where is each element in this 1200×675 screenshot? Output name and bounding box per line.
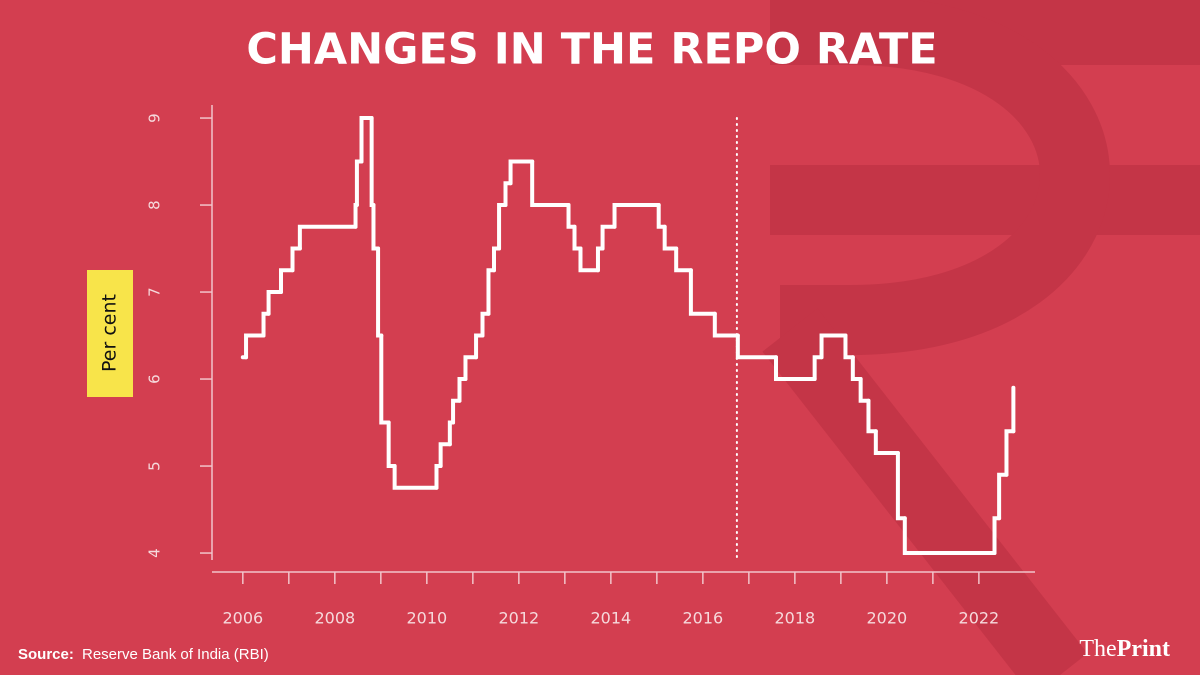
x-tick-label: 2008 <box>314 609 355 628</box>
line-step <box>895 450 907 521</box>
line-step <box>353 203 359 229</box>
x-tick-label: 2020 <box>867 609 908 628</box>
y-tick-label: 8 <box>146 200 164 210</box>
line-step <box>902 516 997 556</box>
line-step <box>674 246 693 273</box>
line-step <box>662 224 679 251</box>
line-step <box>290 246 302 273</box>
line-step <box>266 290 284 316</box>
line-step <box>997 472 1009 521</box>
y-tick-label: 6 <box>146 374 164 384</box>
line-step <box>497 203 508 251</box>
logo: ThePrint <box>1079 636 1170 662</box>
y-tick-label: 9 <box>146 113 164 123</box>
x-tick-label: 2022 <box>959 609 1000 628</box>
line-step <box>850 355 863 382</box>
line-step <box>858 377 871 403</box>
y-tick-label: 5 <box>146 461 164 471</box>
y-axis-label: Per cent <box>99 294 121 372</box>
line-step <box>244 333 266 360</box>
line-step <box>812 355 824 382</box>
line-step <box>600 224 617 251</box>
chart-title: CHANGES IN THE REPO RATE <box>246 25 937 75</box>
line-step <box>369 116 376 208</box>
line-step <box>873 429 900 455</box>
line-step <box>688 268 717 316</box>
line-step <box>438 442 452 469</box>
line-step <box>819 333 848 360</box>
line-step <box>379 333 391 425</box>
line-step <box>392 464 439 490</box>
line-step <box>612 203 661 229</box>
line-step <box>508 159 535 186</box>
line-step <box>1004 429 1016 477</box>
line-step <box>578 246 600 273</box>
x-tick-label: 2012 <box>498 609 539 628</box>
line-step <box>843 333 855 360</box>
line-step <box>474 333 485 360</box>
line-step <box>712 311 740 338</box>
line-step <box>866 398 878 434</box>
y-tick-label: 7 <box>146 287 164 297</box>
rupee-watermark <box>762 0 1200 675</box>
x-tick-label: 2014 <box>590 609 631 628</box>
y-tick-label: 4 <box>146 548 164 558</box>
source-label: Source: <box>18 646 74 663</box>
line-step <box>451 398 462 425</box>
y-label-box <box>87 270 133 397</box>
line-step <box>774 355 817 382</box>
x-tick-label: 2010 <box>406 609 447 628</box>
logo-the: The <box>1079 636 1116 662</box>
x-tick-label: 2018 <box>775 609 816 628</box>
line-step <box>530 159 571 208</box>
line-step <box>463 355 479 382</box>
x-tick-label: 2016 <box>682 609 723 628</box>
line-step <box>735 333 779 360</box>
line-step <box>279 268 295 295</box>
logo-print: Print <box>1117 636 1170 662</box>
source-text: Reserve Bank of India (RBI) <box>82 646 269 663</box>
x-tick-label: 2006 <box>222 609 263 628</box>
line-step <box>297 224 358 251</box>
line-step <box>359 116 374 164</box>
